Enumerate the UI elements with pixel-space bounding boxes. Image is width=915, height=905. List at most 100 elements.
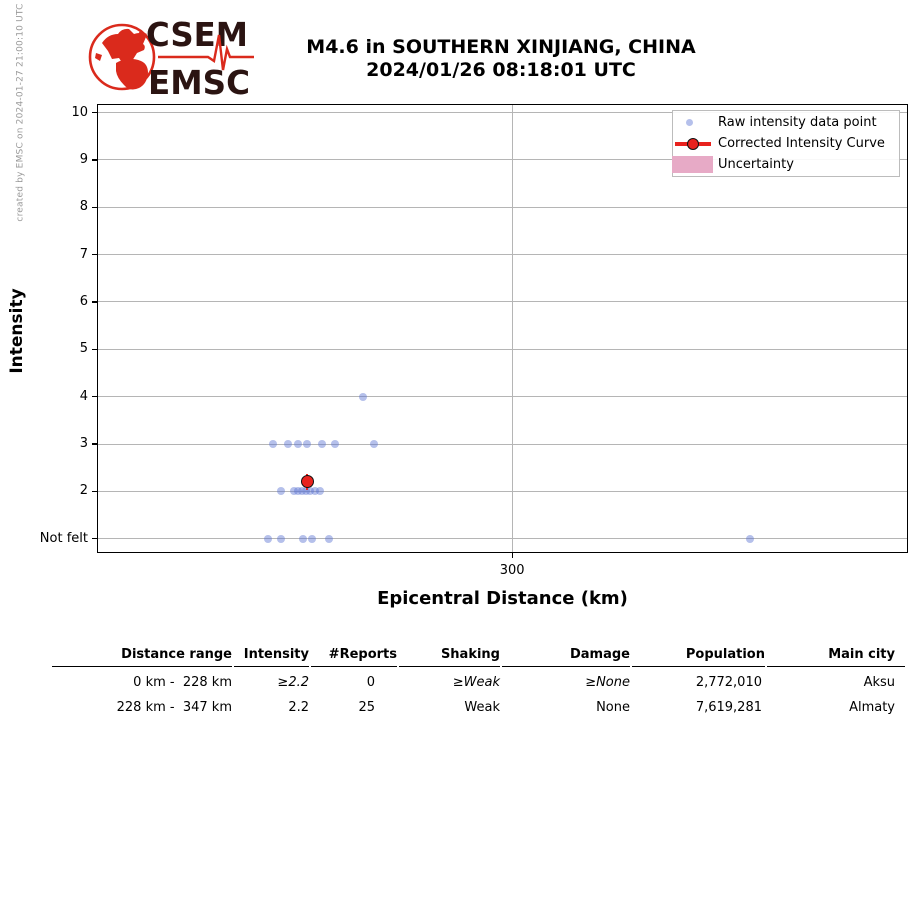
y-axis-tick (92, 443, 97, 445)
gridline-horizontal (97, 112, 908, 114)
globe-icon (88, 23, 156, 91)
raw-data-point (290, 487, 299, 496)
y-tick-label: Not felt (39, 530, 88, 546)
y-axis-tick (92, 253, 97, 256)
raw-data-point (294, 440, 303, 449)
legend-item: Uncertainty (672, 154, 899, 175)
title-line1: M4.6 in SOUTHERN XINJIANG, CHINA (306, 36, 696, 58)
y-tick-label: 2 (79, 483, 88, 499)
seismogram-icon (158, 34, 254, 71)
y-tick-label: 5 (79, 341, 88, 357)
raw-data-point (370, 440, 379, 449)
logo-word-emsc: EMSC (148, 63, 250, 102)
y-axis-tick (92, 159, 97, 161)
table-cell: 2.2 (288, 700, 309, 715)
raw-data-point (277, 534, 286, 543)
raw-data-point (277, 487, 286, 496)
gridline-horizontal (97, 396, 908, 398)
x-axis-tick (511, 553, 513, 558)
raw-data-point (264, 534, 273, 543)
table-cell: Weak (464, 700, 500, 715)
raw-data-point (324, 534, 333, 543)
legend-label: Uncertainty (718, 157, 794, 172)
gridline-horizontal (97, 254, 908, 256)
y-axis-tick (92, 490, 97, 493)
uncertainty-patch-icon (672, 156, 713, 173)
raw-data-point (310, 487, 319, 496)
y-tick-label: 3 (79, 436, 88, 452)
raw-data-point (331, 440, 340, 449)
curve-line-icon (675, 137, 713, 151)
table-header-cell: #Reports (311, 640, 397, 667)
table-header-cell: Shaking (399, 640, 500, 667)
table-row: 0 km - 228 km ≥2.2 0 ≥Weak ≥None 2,772,010 Aks… (52, 667, 905, 695)
legend-label: Corrected Intensity Curve (718, 136, 885, 151)
page-title: M4.6 in SOUTHERN XINJIANG, CHINA 2024/01… (240, 36, 762, 82)
csem-emsc-logo: CSEM EMSC (88, 15, 254, 102)
table-cell: None (596, 700, 630, 715)
raw-data-point (746, 534, 755, 543)
legend-line-swatch (673, 137, 718, 151)
y-axis-tick (92, 396, 97, 398)
legend-patch-swatch (672, 156, 718, 173)
raw-data-point (297, 487, 306, 496)
table-header-cell: Population (632, 640, 765, 667)
y-tick-label: 8 (79, 199, 88, 215)
plot-border (97, 104, 908, 553)
table-row: 228 km - 347 km 2.2 25 Weak None 7,619,281 Alm… (52, 695, 905, 720)
table-cell: 0 km - 228 km (133, 675, 232, 690)
raw-data-point (283, 440, 292, 449)
legend: Raw intensity data point Corrected Intens… (672, 110, 900, 177)
logo-word-csem: CSEM (146, 15, 248, 54)
gridline-vertical (511, 104, 513, 553)
legend-label: Raw intensity data point (718, 115, 877, 130)
y-tick-label: 4 (79, 388, 88, 404)
y-tick-label: 6 (79, 293, 88, 309)
gridline-horizontal (97, 490, 908, 492)
table-header-cell: Distance range (52, 640, 232, 667)
table-cell: ≥None (585, 675, 630, 690)
corrected-intensity-marker (300, 475, 314, 489)
raw-data-point (359, 392, 368, 401)
table-cell: 0 (366, 675, 375, 690)
table-header-cell: Main city (767, 640, 905, 667)
table-cell: ≥Weak (452, 675, 500, 690)
table-cell: 228 km - 347 km (116, 700, 232, 715)
raw-point-icon (686, 119, 693, 126)
legend-item: Raw intensity data point (673, 112, 899, 133)
y-axis-tick (92, 301, 97, 303)
y-axis-tick (92, 111, 97, 114)
gridline-horizontal (97, 538, 908, 540)
title-line2: 2024/01/26 08:18:01 UTC (366, 59, 636, 81)
gridline-horizontal (97, 159, 908, 161)
raw-data-point (318, 440, 327, 449)
results-table: Distance range Intensity #Reports Shaking Da… (50, 640, 907, 720)
gridline-horizontal (97, 301, 908, 303)
raw-data-point (315, 487, 324, 496)
table-header-row: Distance range Intensity #Reports Shaking Da… (52, 640, 905, 667)
raw-data-point (303, 440, 312, 449)
y-tick-label: 10 (71, 104, 88, 120)
table-header-cell: Intensity (234, 640, 309, 667)
table-cell: 7,619,281 (695, 700, 762, 715)
y-axis-tick (92, 206, 97, 208)
y-axis-tick (92, 538, 97, 540)
table-cell: 2,772,010 (695, 675, 762, 690)
table-cell: 25 (358, 700, 375, 715)
raw-data-point (305, 487, 314, 496)
y-axis-label: Intensity (7, 288, 27, 374)
legend-item: Corrected Intensity Curve (673, 133, 899, 154)
y-tick-label: 7 (79, 246, 88, 262)
raw-data-point (299, 534, 308, 543)
gridline-horizontal (97, 206, 908, 208)
gridline-horizontal (97, 443, 908, 445)
table-cell: Almaty (849, 700, 895, 715)
gridline-horizontal (97, 348, 908, 350)
legend-dot-swatch (673, 119, 718, 126)
y-tick-label: 9 (79, 151, 88, 167)
table-header-cell: Damage (502, 640, 630, 667)
table-cell: ≥2.2 (277, 675, 309, 690)
table-cell: Aksu (863, 675, 895, 690)
x-axis-label: Epicentral Distance (km) (377, 588, 628, 609)
